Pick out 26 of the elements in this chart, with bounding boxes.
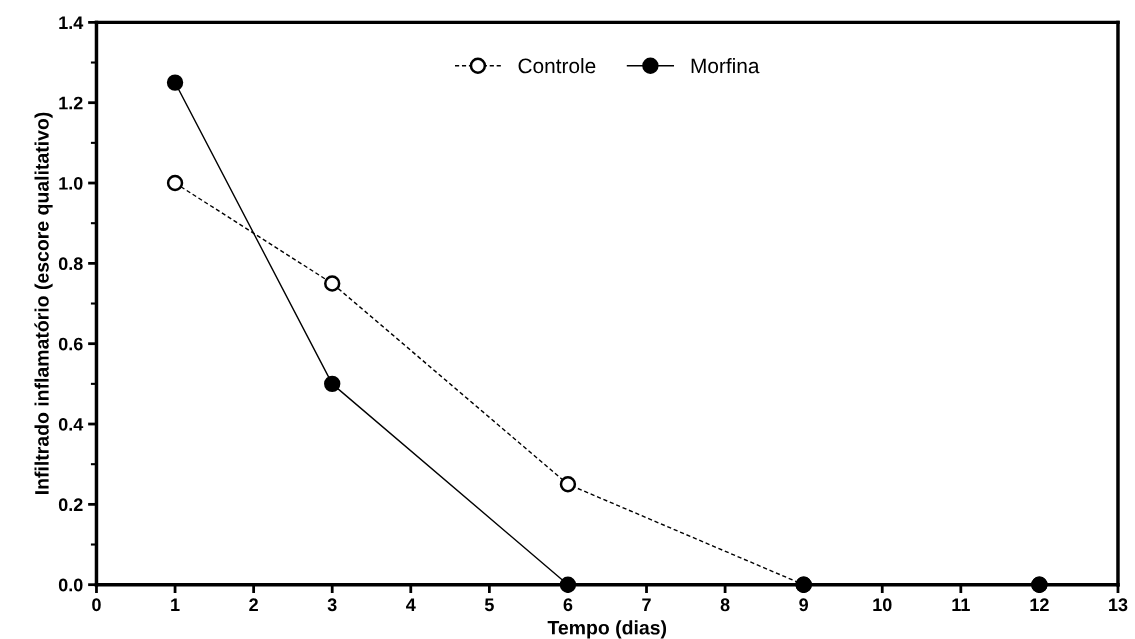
x-tick-label: 12 (1030, 598, 1049, 611)
x-axis-title: Tempo (dias) (547, 620, 667, 639)
y-tick-label: 0.4 (58, 417, 84, 431)
y-tick-label: 1.4 (59, 16, 84, 29)
y-tick-label: 0.0 (58, 578, 83, 592)
y-tick-label: 0.8 (58, 257, 83, 271)
x-tick-label: 13 (1109, 598, 1128, 612)
y-tick-label: 1.2 (59, 96, 83, 110)
x-tick-label: 4 (406, 598, 416, 611)
x-tick-label: 9 (799, 598, 809, 612)
x-tick-label: 7 (642, 598, 651, 611)
y-tick-label: 1.0 (59, 176, 83, 190)
x-tick-label: 1 (171, 598, 180, 611)
x-tick-label: 11 (952, 598, 970, 611)
x-tick-label: 8 (720, 598, 730, 612)
x-tick-label: 6 (563, 598, 573, 612)
y-tick-label: 0.6 (58, 337, 83, 351)
y-tick-label: 0.2 (58, 498, 83, 512)
x-tick-label: 10 (873, 598, 892, 612)
x-tick-label: 5 (484, 598, 494, 612)
x-tick-label: 0 (92, 598, 101, 612)
y-axis-title: Infiltrado inflamatório (escore qualitativo) (34, 112, 53, 494)
legend-label: Controle (518, 57, 596, 74)
x-tick-label: 3 (327, 598, 337, 612)
legend-label: Morfina (691, 57, 760, 74)
x-tick-label: 2 (249, 598, 258, 611)
